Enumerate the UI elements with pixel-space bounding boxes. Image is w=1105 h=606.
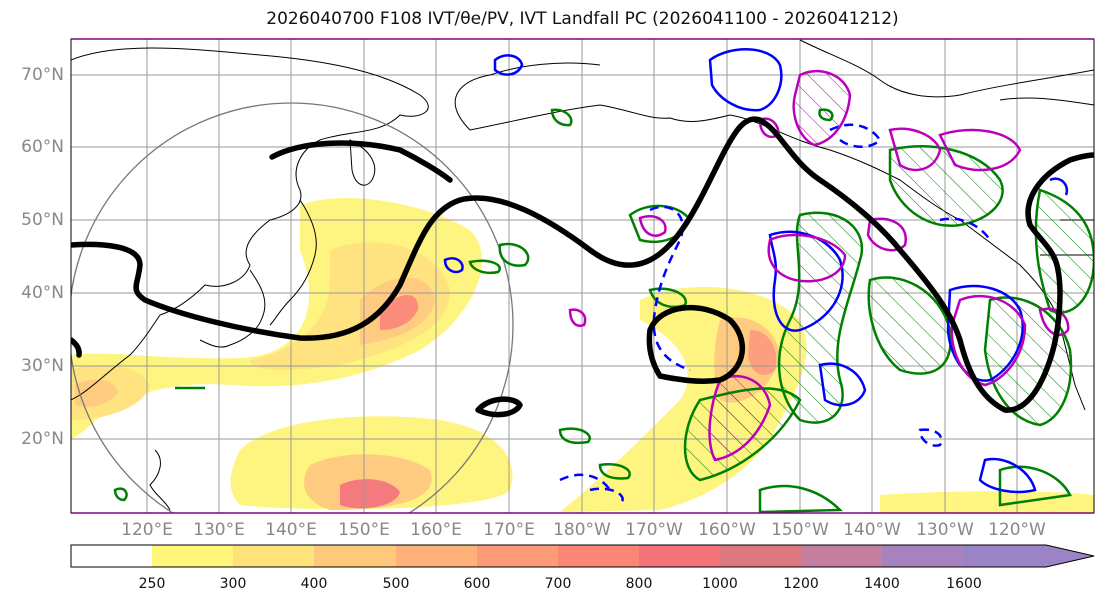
figure-title: 2026040700 F108 IVT/θe/PV, IVT Landfall … [266,9,899,29]
lat-label-50n: 50°N [21,210,64,230]
colorbar-tick-700: 700 [544,576,572,592]
lon-label-170e: 170°E [483,520,535,540]
lat-label-70n: 70°N [21,65,64,85]
lon-label-140w: 140°W [843,520,901,540]
colorbar-tick-300: 300 [219,576,247,592]
lon-label-170w: 170°W [625,520,683,540]
colorbar [70,544,1095,568]
magenta-contours [568,69,1070,462]
colorbar-tick-1400: 1400 [864,576,900,592]
lat-label-20n: 20°N [21,429,64,449]
lat-label-30n: 30°N [21,356,64,376]
lon-label-180w: 180°W [553,520,611,540]
theta-e-contours [71,116,1094,418]
green-contours [113,108,1094,513]
lon-label-130e: 130°E [193,520,245,540]
radius-circle [71,102,514,513]
lon-label-160e: 160°E [410,520,462,540]
lon-label-120e: 120°E [121,520,173,540]
colorbar-tick-250: 250 [138,576,166,592]
lat-label-40n: 40°N [21,283,64,303]
colorbar-tick-500: 500 [382,576,410,592]
colorbar-tick-600: 600 [463,576,491,592]
lon-label-160w: 160°W [698,520,756,540]
colorbar-tick-1200: 1200 [783,576,819,592]
lon-label-130w: 130°W [916,520,974,540]
lon-label-150e: 150°E [338,520,390,540]
lon-label-150w: 150°W [771,520,829,540]
colorbar-tick-1000: 1000 [702,576,738,592]
coastlines [71,39,1094,511]
colorbar-tick-800: 800 [625,576,653,592]
colorbar-tick-400: 400 [300,576,328,592]
lat-label-60n: 60°N [21,137,64,157]
lon-label-140e: 140°E [265,520,317,540]
blue-contours [443,48,1069,506]
colorbar-tick-1600: 1600 [946,576,982,592]
lon-label-120w: 120°W [988,520,1046,540]
